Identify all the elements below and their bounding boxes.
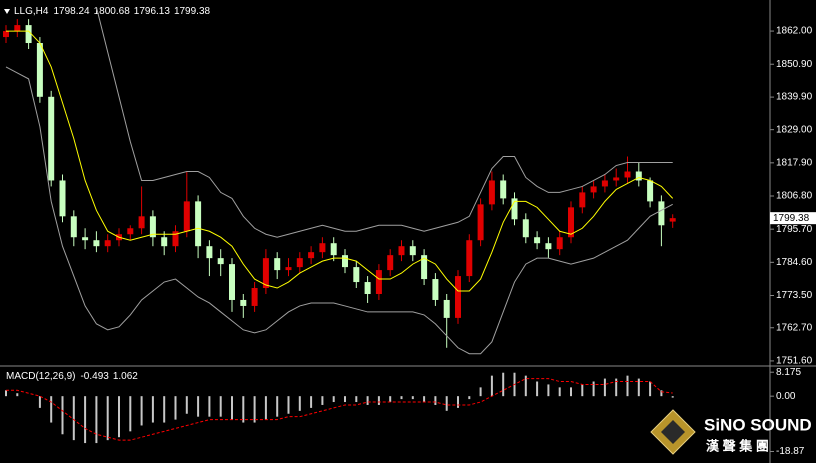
y-tick-label: 0.00 [776, 391, 796, 402]
candle-body [138, 216, 145, 229]
candle-body [601, 180, 608, 187]
candle-body [308, 252, 315, 259]
candle-body [104, 240, 111, 247]
candle-body [556, 237, 563, 250]
y-tick-label: 1773.50 [776, 290, 813, 301]
candle-body [409, 246, 416, 256]
candle-body [511, 198, 518, 220]
candle-body [353, 267, 360, 283]
indicator-line [95, 7, 673, 238]
candle-body [658, 201, 665, 226]
main-header: LLG,H4 1798.24 1800.68 1796.13 1799.38 [14, 6, 211, 17]
indicator-line [5, 66, 673, 355]
y-tick-label: 1862.00 [776, 26, 813, 37]
candle-body [398, 246, 405, 256]
candle-body [534, 237, 541, 244]
candle-body [522, 219, 529, 238]
y-tick-label: 1829.00 [776, 124, 813, 135]
y-tick-label: 1817.90 [776, 157, 813, 168]
candle-body [161, 237, 168, 247]
current-price: 1799.38 [773, 213, 810, 224]
candle-body [477, 204, 484, 241]
y-tick-label: 1751.60 [776, 356, 813, 367]
candle-body [149, 216, 156, 238]
y-tick-label: 1784.60 [776, 257, 813, 268]
signal-value: 1.062 [113, 371, 138, 382]
high-value: 1800.68 [94, 6, 131, 17]
indicator-line [6, 30, 674, 292]
logo-inner [661, 420, 685, 444]
logo-subtitle: 漢 聲 集 團 [706, 438, 769, 453]
candle-body [229, 264, 235, 300]
candle-body [647, 180, 654, 202]
candle-body [172, 231, 179, 247]
logo: SiNO SOUND 漢 聲 集 團 [650, 409, 812, 455]
candle-body [635, 171, 642, 181]
candle-body [3, 31, 9, 38]
candle-body [206, 246, 213, 259]
candle-body [262, 258, 269, 289]
symbol: LLG,H4 [14, 6, 49, 17]
y-tick-label: 8.175 [776, 367, 801, 378]
menu-arrow[interactable] [4, 9, 10, 14]
y-tick-label: -18.87 [776, 446, 805, 457]
candle-body [59, 180, 66, 217]
candle-body [36, 43, 43, 97]
macd-title: MACD(12,26,9) [6, 371, 75, 382]
close-value: 1799.38 [174, 6, 211, 17]
candle-body [251, 288, 258, 306]
candle-body [319, 243, 326, 253]
candle-body [25, 25, 32, 44]
candle-body [195, 201, 202, 247]
y-tick-label: 1806.80 [776, 191, 813, 202]
candle-body [432, 279, 439, 300]
macd-value: -0.493 [80, 371, 109, 382]
open-value: 1798.24 [53, 6, 90, 17]
y-tick-label: 1795.70 [776, 224, 813, 235]
candle-body [579, 192, 586, 208]
logo-name: SiNO SOUND [704, 415, 812, 434]
candle-body [296, 258, 303, 268]
candle-body [183, 201, 190, 232]
candle-body [364, 282, 371, 294]
candle-body [217, 258, 224, 265]
candle-body [421, 255, 428, 280]
candle-body [93, 240, 100, 247]
macd-header: MACD(12,26,9) -0.493 1.062 [6, 371, 138, 382]
candle-body [590, 186, 597, 193]
candle-body [274, 258, 281, 271]
candle-body [330, 243, 337, 256]
y-tick-label: 1850.90 [776, 59, 813, 70]
candle-body [624, 171, 631, 178]
candle-body [545, 243, 552, 250]
low-value: 1796.13 [134, 6, 171, 17]
candle-body [285, 267, 292, 271]
y-tick-label: 1762.70 [776, 322, 813, 333]
candle-body [488, 180, 495, 205]
candle-body [48, 96, 55, 181]
candle-body [127, 228, 134, 235]
candle-body [613, 177, 620, 181]
candle-body [387, 255, 394, 271]
y-tick-label: 1839.90 [776, 92, 813, 103]
signal-line [6, 378, 673, 441]
price-box [770, 212, 816, 225]
candle-body [82, 237, 89, 241]
candle-body [455, 276, 461, 318]
candle-body [70, 216, 77, 238]
candle-body [443, 299, 450, 318]
candle-body [500, 180, 507, 199]
candle-body [14, 25, 21, 32]
candle-body [669, 218, 676, 222]
candle-body [568, 207, 574, 238]
candle-body [342, 255, 348, 268]
candle-body [375, 270, 382, 294]
candle-body [466, 240, 473, 277]
candle-body [240, 299, 247, 306]
